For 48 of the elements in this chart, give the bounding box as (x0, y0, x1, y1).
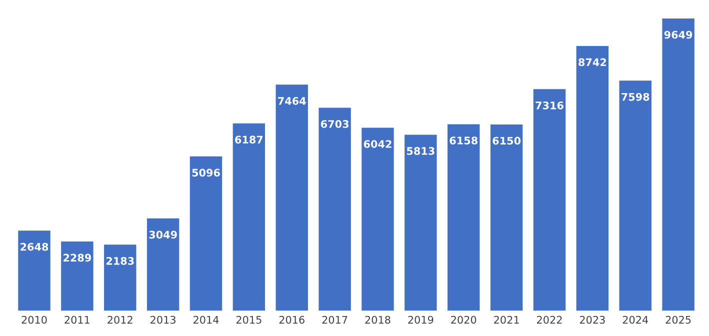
data-label: 3049 (149, 230, 177, 239)
data-label: 9649 (664, 30, 692, 39)
bar (18, 230, 50, 311)
data-label: 8742 (578, 58, 606, 66)
data-label: 2648 (20, 242, 48, 251)
data-label: 6042 (364, 140, 392, 148)
x-tick-label: 2010 (22, 316, 47, 324)
x-tick-label: 2014 (194, 316, 219, 324)
bar (146, 218, 180, 311)
x-tick-label: 2019 (408, 316, 434, 324)
data-label: 5096 (192, 168, 220, 177)
x-tick-label: 2018 (365, 316, 390, 324)
data-label: 6158 (450, 136, 478, 144)
bar (662, 18, 694, 311)
bar (576, 46, 609, 311)
x-tick-label: 2024 (622, 316, 648, 324)
x-tick-label: 2023 (580, 316, 605, 324)
data-label: 7464 (278, 97, 306, 105)
data-label: 5813 (406, 147, 434, 155)
bar (61, 241, 94, 311)
data-label: 7316 (536, 101, 564, 110)
bar (318, 108, 351, 311)
x-tick-label: 2020 (451, 316, 476, 324)
x-tick-label: 2012 (108, 316, 132, 324)
x-tick-label: 2017 (322, 316, 348, 324)
data-label: 2289 (64, 254, 92, 262)
x-tick-label: 2016 (279, 316, 304, 324)
x-tick-label: 2021 (494, 316, 519, 324)
bar (276, 84, 308, 311)
bar (404, 134, 437, 311)
data-label: 7598 (622, 92, 650, 101)
bar (190, 156, 222, 311)
bar (232, 123, 266, 311)
x-tick-label: 2013 (150, 316, 176, 324)
bar (533, 89, 566, 311)
bar (362, 128, 394, 311)
bar (619, 80, 652, 311)
data-label: 6150 (492, 136, 521, 145)
x-tick-label: 2015 (236, 316, 262, 324)
x-tick-label: 2025 (666, 316, 691, 324)
data-label: 2183 (106, 256, 134, 265)
x-tick-label: 2011 (64, 316, 90, 324)
data-label: 6703 (320, 120, 348, 128)
bar (490, 124, 523, 311)
x-tick-label: 2022 (536, 316, 562, 324)
bar (448, 124, 480, 311)
bar (104, 244, 136, 311)
data-label: 6187 (235, 136, 263, 144)
